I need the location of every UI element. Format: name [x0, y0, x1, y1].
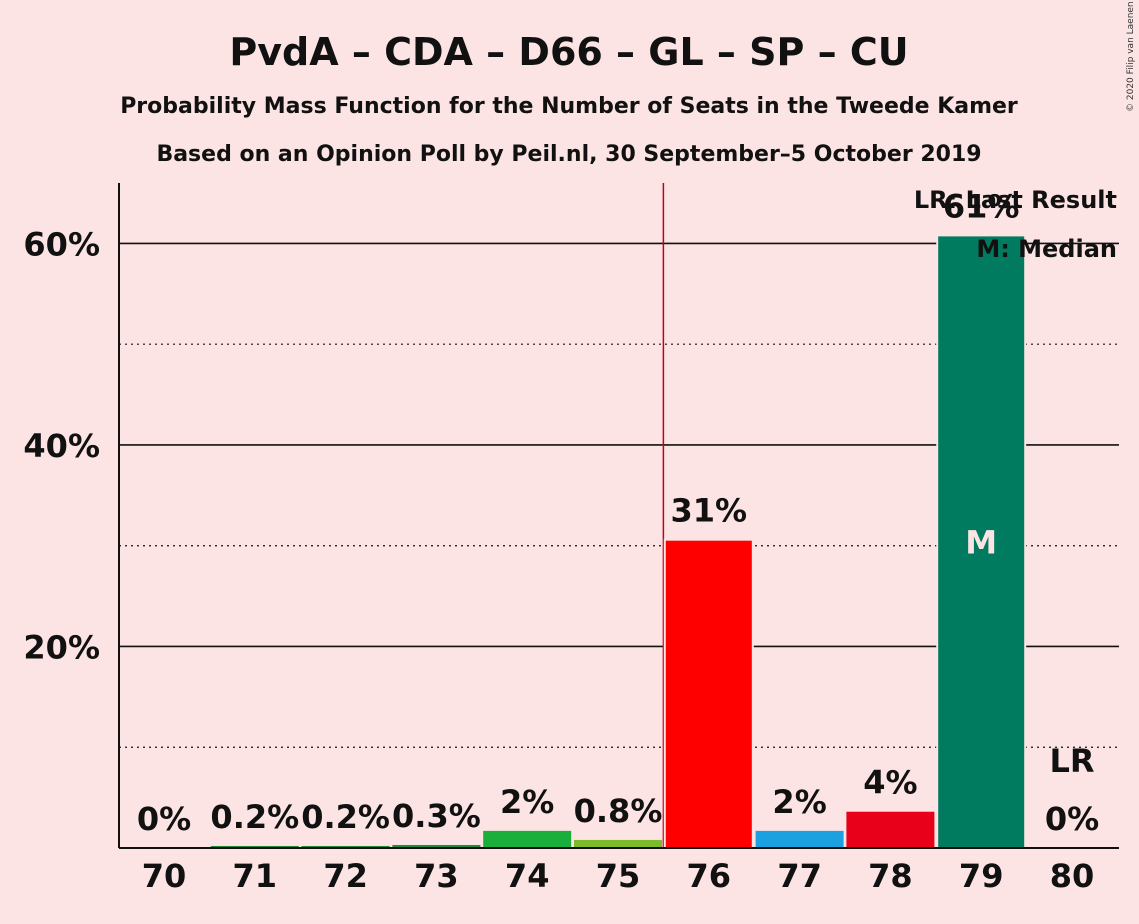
- data-label-72: 0.2%: [301, 798, 390, 836]
- x-tick-label-79: 79: [959, 857, 1004, 895]
- x-axis-tick-labels: 70 71 72 73 74 75 76 77 78 79 80: [142, 857, 1095, 895]
- median-marker: M: [965, 524, 997, 562]
- data-label-74: 2%: [500, 783, 554, 821]
- data-label-80: 0%: [1045, 800, 1099, 838]
- bar-71: [210, 845, 299, 848]
- chart-title: PvdA – CDA – D66 – GL – SP – CU: [229, 30, 908, 74]
- data-label-75: 0.8%: [574, 792, 663, 830]
- x-tick-label-76: 76: [687, 857, 732, 895]
- data-labels: 0% 0.2% 0.2% 0.3% 2% 0.8%31%2%4%61%M0%LR: [137, 187, 1099, 838]
- bar-74: [483, 830, 572, 848]
- x-tick-label-72: 72: [323, 857, 368, 895]
- bar-75: [574, 839, 662, 848]
- last-result-marker: LR: [1049, 742, 1094, 780]
- legend-last-result: LR: Last Result: [914, 186, 1117, 214]
- data-label-77: 2%: [772, 783, 826, 821]
- y-tick-label: 20%: [23, 628, 100, 666]
- x-tick-label-80: 80: [1050, 857, 1095, 895]
- data-label-76: 31%: [671, 492, 748, 530]
- bar-77: [755, 830, 844, 848]
- x-tick-label-73: 73: [414, 857, 459, 895]
- chart-subtitle-poll: Based on an Opinion Poll by Peil.nl, 30 …: [156, 142, 981, 167]
- gridlines: [119, 183, 1119, 848]
- data-label-79: 61%: [943, 187, 1020, 225]
- x-tick-label-71: 71: [233, 857, 278, 895]
- x-tick-label-75: 75: [596, 857, 641, 895]
- data-label-73: 0.3%: [392, 797, 481, 835]
- bars: [210, 234, 1027, 850]
- legend-median: M: Median: [976, 235, 1117, 263]
- data-label-71: 0.2%: [210, 798, 299, 836]
- y-tick-label: 40%: [23, 427, 100, 465]
- bar-72: [301, 845, 390, 848]
- x-tick-label-70: 70: [142, 857, 187, 895]
- data-label-70: 0%: [137, 800, 191, 838]
- y-axis-tick-labels: 20% 40% 60%: [23, 225, 100, 666]
- data-label-78: 4%: [863, 764, 917, 802]
- bar-76: [663, 538, 754, 849]
- axes: [118, 183, 1119, 849]
- copyright-note: © 2020 Filip van Laenen: [1126, 1, 1136, 112]
- y-tick-label: 60%: [23, 225, 100, 263]
- x-tick-label-78: 78: [868, 857, 913, 895]
- x-tick-label-74: 74: [505, 857, 550, 895]
- x-tick-label-77: 77: [777, 857, 822, 895]
- chart-subtitle: Probability Mass Function for the Number…: [120, 94, 1018, 119]
- bar-78: [846, 811, 935, 848]
- bar-73: [392, 844, 481, 848]
